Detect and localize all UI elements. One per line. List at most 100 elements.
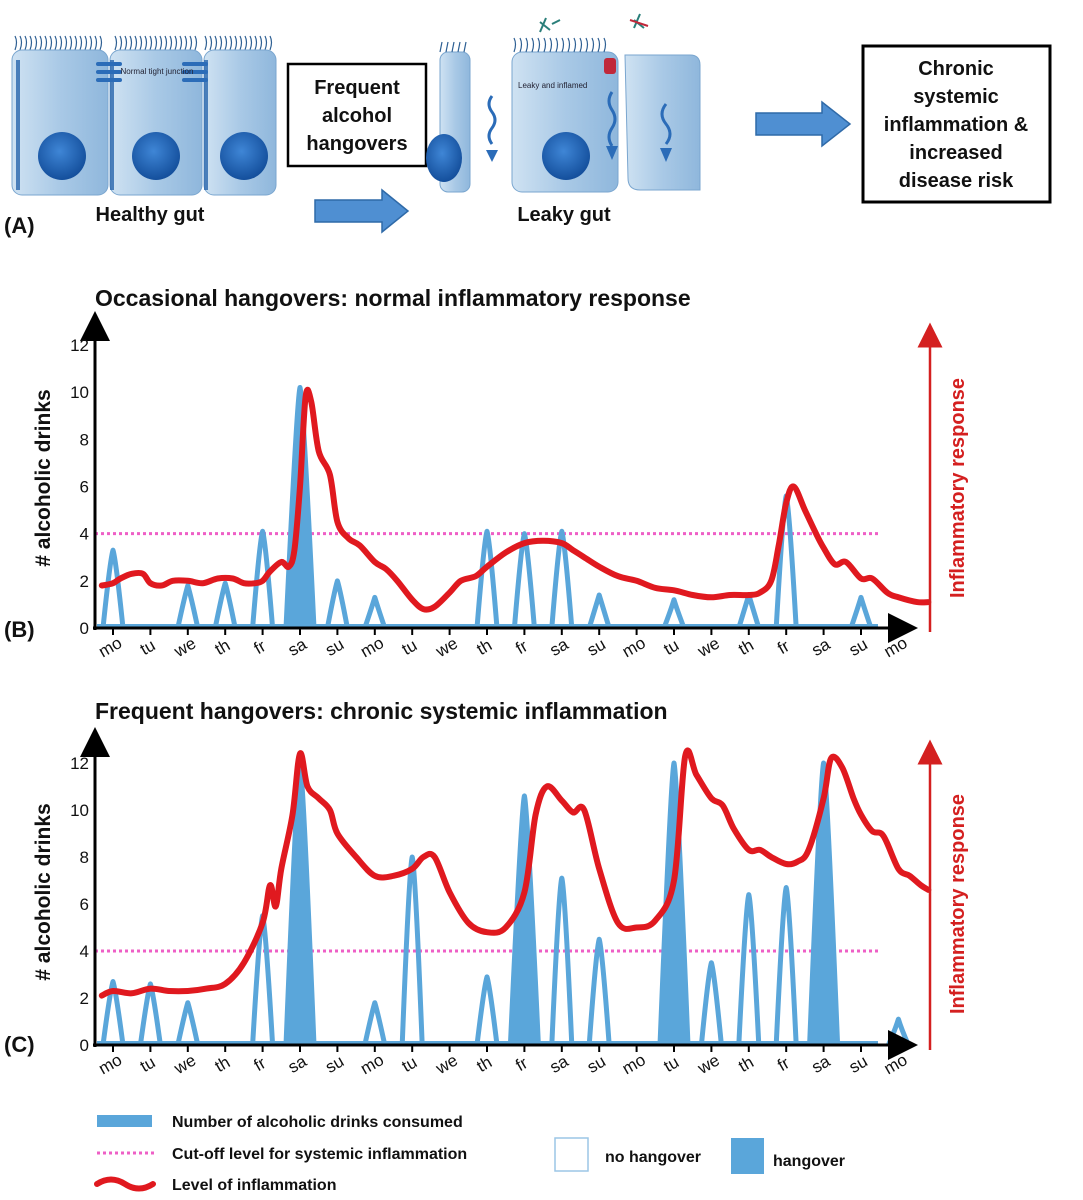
box1-line-1: Frequent [314, 77, 400, 99]
legend-inflammation-swatch [94, 1176, 156, 1192]
drink-spike [848, 594, 874, 629]
legend-no-hangover-swatch [554, 1137, 589, 1172]
box2-line-2: systemic [913, 86, 999, 108]
tight-junction [96, 62, 208, 82]
day-label: su [846, 1052, 871, 1077]
day-label: we [432, 634, 461, 662]
day-label: mo [95, 633, 125, 661]
drink-spike [100, 547, 126, 629]
day-label: th [473, 1052, 495, 1076]
healthy-gut-illustration: Normal tight junction [11, 35, 277, 196]
drink-spike [773, 885, 799, 1046]
leaky-gut-label: Leaky gut [517, 204, 611, 226]
epithelial-cell [624, 54, 701, 191]
drink-spike [474, 974, 500, 1046]
legend-drinks-swatch [97, 1115, 152, 1127]
day-label: we [694, 1051, 723, 1079]
day-label: tu [137, 635, 159, 659]
y-tick-label: 8 [80, 848, 89, 867]
day-label: fr [251, 1053, 270, 1075]
box1-line-3: hangovers [306, 133, 407, 155]
day-label: th [212, 1052, 234, 1076]
drink-spike [100, 979, 126, 1046]
drink-spike [137, 981, 163, 1046]
inflammation-line [98, 747, 932, 999]
day-label: mo [357, 1050, 387, 1078]
day-label: sa [285, 1051, 311, 1077]
drink-spike [362, 594, 388, 629]
drink-spike [362, 1000, 388, 1046]
day-label: su [584, 635, 609, 660]
drink-spike [549, 875, 575, 1046]
drink-spike [175, 583, 201, 629]
legend-hangover-label: hangover [773, 1153, 845, 1170]
drink-spike [549, 528, 575, 629]
day-label: sa [808, 1051, 834, 1077]
box2-line-4: increased [909, 142, 1002, 164]
day-label: mo [357, 633, 387, 661]
y-tick-label: 0 [80, 1036, 89, 1055]
day-label: we [432, 1051, 461, 1079]
legend-drinks-label: Number of alcoholic drinks consumed [172, 1114, 463, 1131]
day-label: mo [95, 1050, 125, 1078]
day-label: mo [619, 1050, 649, 1078]
day-label: mo [881, 1050, 911, 1078]
drink-spike [586, 936, 612, 1046]
box2-line-5: disease risk [899, 170, 1014, 192]
y-tick-label: 6 [80, 478, 89, 497]
drink-spike [474, 528, 500, 629]
day-label: fr [512, 1053, 531, 1075]
legend-inflammation-label: Level of inflammation [172, 1177, 336, 1194]
drink-spike [661, 597, 687, 629]
drink-spike [736, 592, 762, 629]
day-label: we [170, 1051, 199, 1079]
frequent-hangovers-box [286, 62, 428, 168]
nucleus [38, 132, 86, 180]
drink-spike-hangover [807, 760, 841, 1046]
panel-label-b: (B) [4, 617, 35, 642]
chart-b: Occasional hangovers: normal inflammator… [4, 285, 969, 661]
day-label: tu [399, 635, 421, 659]
nucleus [132, 132, 180, 180]
drink-spike [399, 854, 425, 1046]
day-label: th [473, 635, 495, 659]
healthy-gut-label: Healthy gut [96, 204, 205, 226]
day-label: sa [547, 1051, 573, 1077]
y-tick-label: 12 [70, 336, 89, 355]
y-tick-label: 10 [70, 801, 89, 820]
microvilli [14, 35, 273, 51]
drink-spike [586, 592, 612, 629]
chart-c-ylabel: # alcoholic drinks [32, 803, 55, 980]
day-label: we [170, 634, 199, 662]
drink-spike [324, 578, 350, 629]
day-label: fr [774, 1053, 793, 1075]
legend-hangover-swatch [731, 1138, 764, 1174]
chart-c-title: Frequent hangovers: chronic systemic inf… [95, 698, 668, 724]
drink-spike [511, 531, 537, 629]
y-tick-label: 4 [80, 525, 89, 544]
legend: Number of alcoholic drinks consumed Cut-… [94, 1114, 845, 1194]
day-label: tu [137, 1052, 159, 1076]
day-label: sa [547, 634, 573, 660]
chart-b-title: Occasional hangovers: normal inflammator… [95, 285, 691, 311]
day-label: th [212, 635, 234, 659]
y-tick-label: 6 [80, 895, 89, 914]
y-tick-label: 10 [70, 383, 89, 402]
y-tick-label: 2 [80, 572, 89, 591]
drink-spike [698, 960, 724, 1046]
drink-spike [175, 1000, 201, 1046]
legend-cutoff-label: Cut-off level for systemic inflammation [172, 1146, 467, 1163]
drink-spike [212, 580, 238, 629]
day-label: mo [881, 633, 911, 661]
leaky-note: Leaky and inflamed [518, 81, 587, 90]
day-label: sa [808, 634, 834, 660]
drink-spike-hangover [283, 760, 317, 1046]
drink-spike [736, 892, 762, 1046]
process-arrow-icon [314, 188, 410, 234]
day-label: fr [774, 636, 793, 658]
epithelial-cell [511, 51, 619, 193]
panel-label-a: (A) [4, 213, 35, 238]
box2-line-3: inflammation & [884, 114, 1028, 136]
